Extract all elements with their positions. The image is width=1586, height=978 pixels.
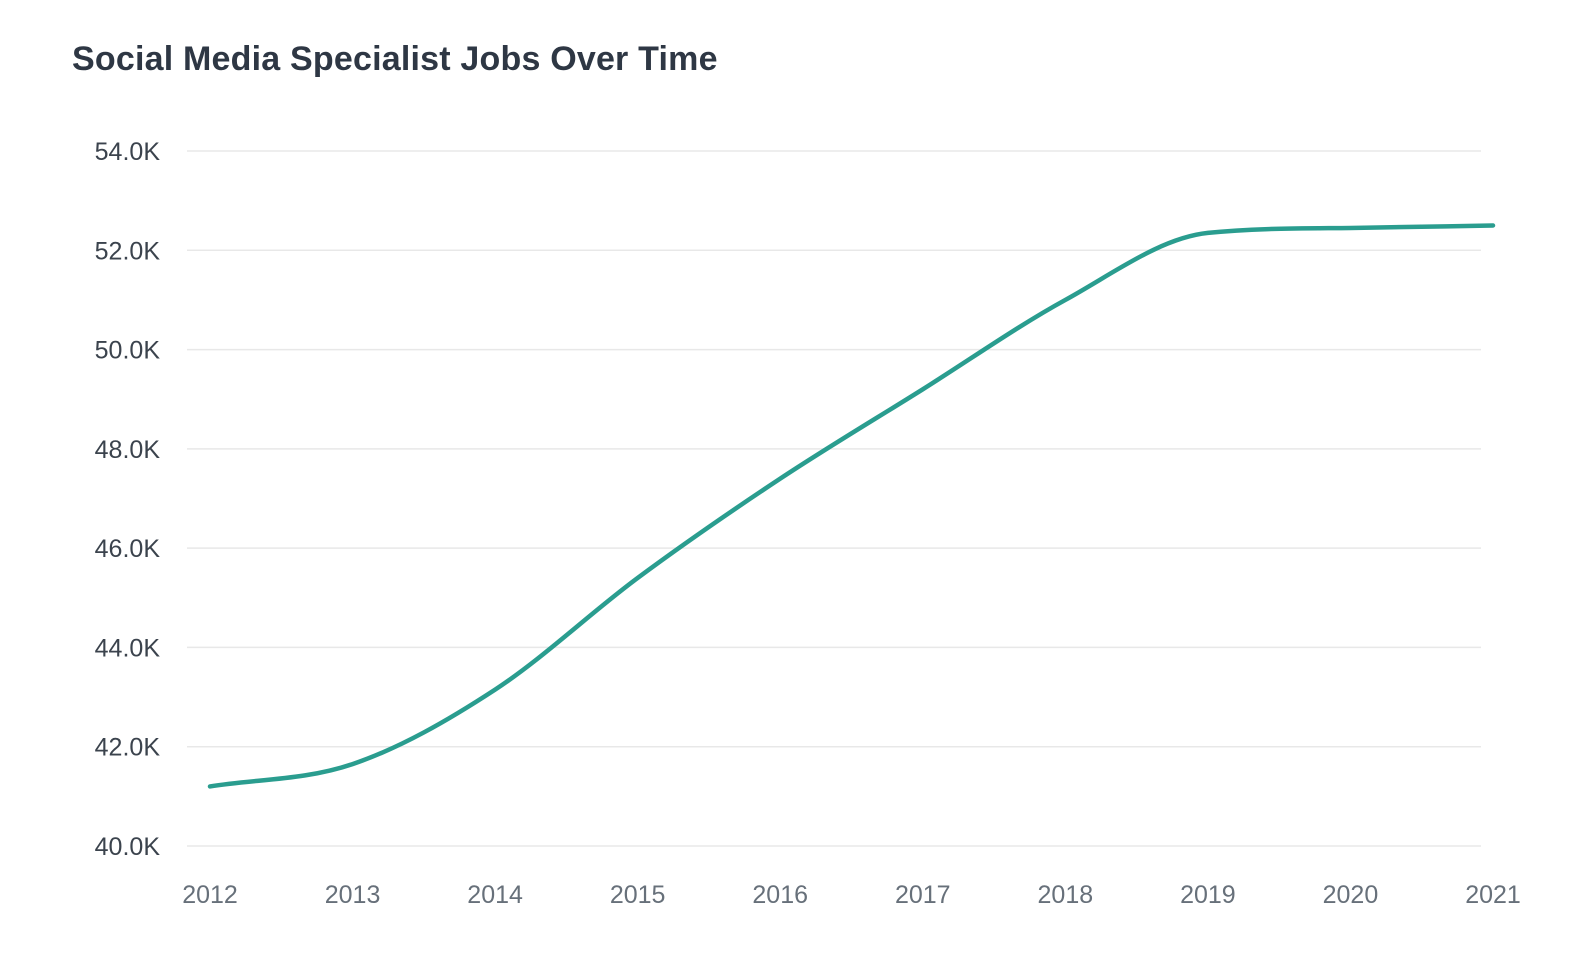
x-tick-label: 2021	[1465, 881, 1521, 909]
x-tick-label: 2018	[1038, 881, 1094, 909]
x-tick-label: 2013	[325, 881, 381, 909]
chart-title: Social Media Specialist Jobs Over Time	[72, 40, 718, 78]
x-tick-label: 2016	[752, 881, 808, 909]
y-tick-label: 40.0K	[95, 833, 161, 861]
y-tick-label: 46.0K	[95, 535, 161, 563]
y-tick-label: 54.0K	[95, 138, 161, 166]
x-tick-label: 2019	[1180, 881, 1236, 909]
y-tick-label: 50.0K	[95, 337, 161, 365]
y-tick-label: 42.0K	[95, 734, 161, 762]
x-tick-label: 2012	[182, 881, 238, 909]
x-tick-label: 2017	[895, 881, 951, 909]
x-tick-label: 2015	[610, 881, 666, 909]
trend-line	[207, 223, 1496, 789]
x-tick-label: 2014	[467, 881, 523, 909]
y-tick-label: 44.0K	[95, 634, 161, 662]
x-tick-label: 2020	[1323, 881, 1379, 909]
y-tick-label: 52.0K	[95, 237, 161, 265]
y-tick-label: 48.0K	[95, 436, 161, 464]
